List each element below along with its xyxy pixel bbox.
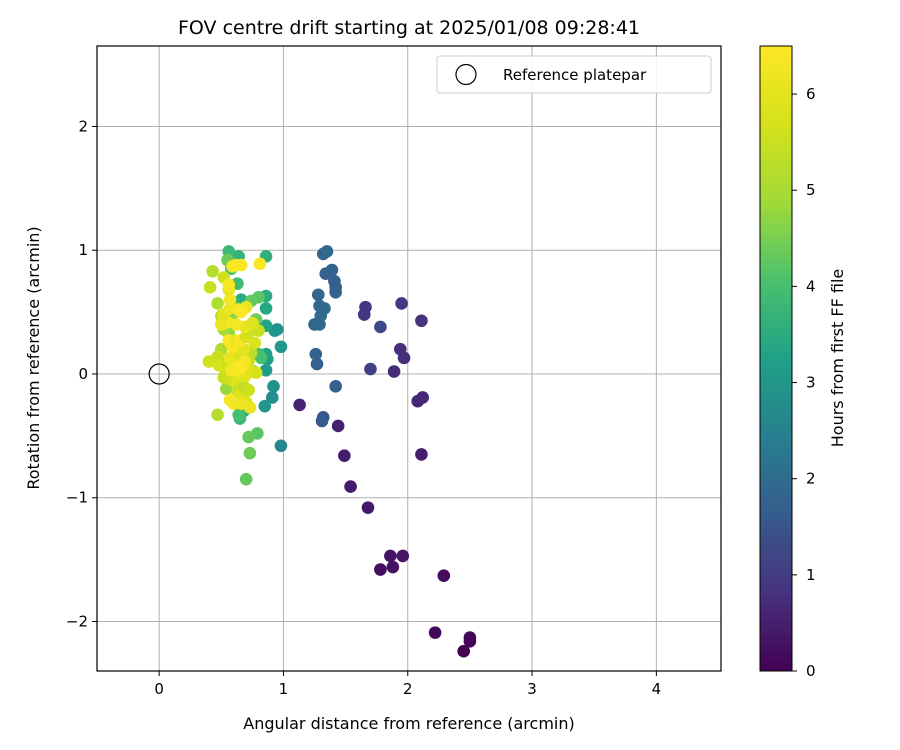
data-point — [243, 446, 257, 460]
y-axis-label: Rotation from reference (arcmin) — [24, 226, 43, 489]
data-point — [310, 357, 324, 371]
data-point — [232, 408, 246, 422]
colorbar-tick-label: 2 — [806, 470, 816, 488]
data-point — [259, 302, 273, 315]
data-point — [211, 297, 224, 310]
x-tick-label: 1 — [279, 680, 289, 698]
data-point — [313, 299, 326, 313]
colorbar-tick-label: 4 — [806, 277, 816, 295]
colorbar: 0 1 2 3 4 5 6 Hours from first FF file — [759, 45, 847, 680]
data-point — [267, 380, 280, 393]
colorbar-ticks: 0 1 2 3 4 5 6 — [792, 85, 816, 680]
data-point — [457, 644, 470, 658]
x-tick-label: 0 — [154, 680, 164, 698]
x-axis-label: Angular distance from reference (arcmin) — [243, 714, 574, 733]
data-point — [253, 257, 267, 271]
data-point — [234, 258, 248, 272]
data-point — [364, 362, 377, 376]
y-tick-label: 2 — [78, 117, 88, 135]
data-point — [331, 419, 345, 433]
x-axis-ticks: 0 1 2 3 4 — [154, 671, 661, 698]
data-point — [227, 397, 241, 410]
y-tick-label: −1 — [66, 489, 88, 507]
data-point — [224, 363, 238, 377]
data-point — [374, 563, 387, 576]
data-point — [211, 408, 224, 422]
colorbar-tick-label: 0 — [806, 662, 816, 680]
colorbar-tick-label: 3 — [806, 374, 816, 392]
grid-lines — [97, 46, 721, 671]
data-point — [374, 320, 387, 334]
data-point — [258, 399, 272, 413]
x-tick-label: 3 — [527, 680, 537, 698]
data-point — [393, 342, 407, 356]
data-point — [415, 314, 428, 328]
data-point — [329, 380, 342, 393]
y-tick-label: −2 — [66, 612, 88, 630]
data-points — [202, 245, 477, 658]
colorbar-tick-label: 5 — [806, 181, 816, 199]
data-point — [242, 383, 255, 397]
data-point — [248, 336, 262, 350]
legend: Reference platepar — [436, 55, 712, 94]
data-point — [386, 560, 400, 574]
data-point — [309, 347, 323, 361]
data-point — [203, 281, 217, 294]
data-point — [249, 366, 263, 380]
chart-title: FOV centre drift starting at 2025/01/08 … — [178, 17, 640, 39]
data-point — [361, 501, 375, 514]
colorbar-tick-label: 6 — [806, 85, 816, 103]
data-point — [274, 439, 288, 453]
data-point — [325, 263, 339, 277]
data-point — [328, 274, 341, 288]
y-tick-label: 0 — [78, 365, 88, 383]
data-point — [311, 288, 325, 302]
data-point — [428, 626, 442, 639]
reference-marker-layer — [148, 363, 170, 385]
data-point — [384, 549, 397, 563]
x-tick-label: 4 — [652, 680, 662, 698]
legend-reference-marker — [455, 63, 477, 86]
data-point — [270, 323, 284, 336]
data-point — [246, 316, 259, 330]
data-point — [320, 245, 334, 258]
data-point — [274, 340, 288, 354]
data-point — [259, 363, 273, 377]
data-point — [265, 391, 279, 404]
legend-entry-label: Reference platepar — [503, 66, 647, 84]
data-point — [415, 448, 428, 461]
data-point — [395, 297, 408, 310]
data-point — [437, 569, 451, 583]
data-point — [293, 398, 306, 412]
colorbar-label: Hours from first FF file — [828, 269, 847, 448]
data-point — [387, 365, 401, 378]
legend-box — [436, 55, 712, 94]
data-point — [315, 414, 329, 428]
data-point — [338, 449, 351, 462]
data-point — [234, 305, 248, 319]
y-tick-label: 1 — [78, 241, 88, 259]
data-point — [344, 480, 357, 493]
colorbar-gradient — [759, 45, 793, 672]
colorbar-tick-label: 1 — [806, 566, 816, 584]
data-point — [222, 278, 236, 292]
x-tick-label: 2 — [403, 680, 413, 698]
data-point — [223, 293, 237, 307]
y-axis-ticks: −2 −1 0 1 2 — [66, 117, 97, 630]
data-point — [206, 264, 219, 278]
data-point — [463, 631, 477, 644]
data-point — [215, 318, 228, 331]
data-point — [359, 300, 372, 314]
plot-frame — [96, 45, 722, 672]
data-point — [416, 391, 429, 404]
data-point — [239, 472, 253, 486]
reference-platepar-marker — [148, 363, 170, 385]
data-point — [396, 549, 410, 563]
data-point — [254, 351, 268, 365]
data-point — [242, 430, 255, 444]
